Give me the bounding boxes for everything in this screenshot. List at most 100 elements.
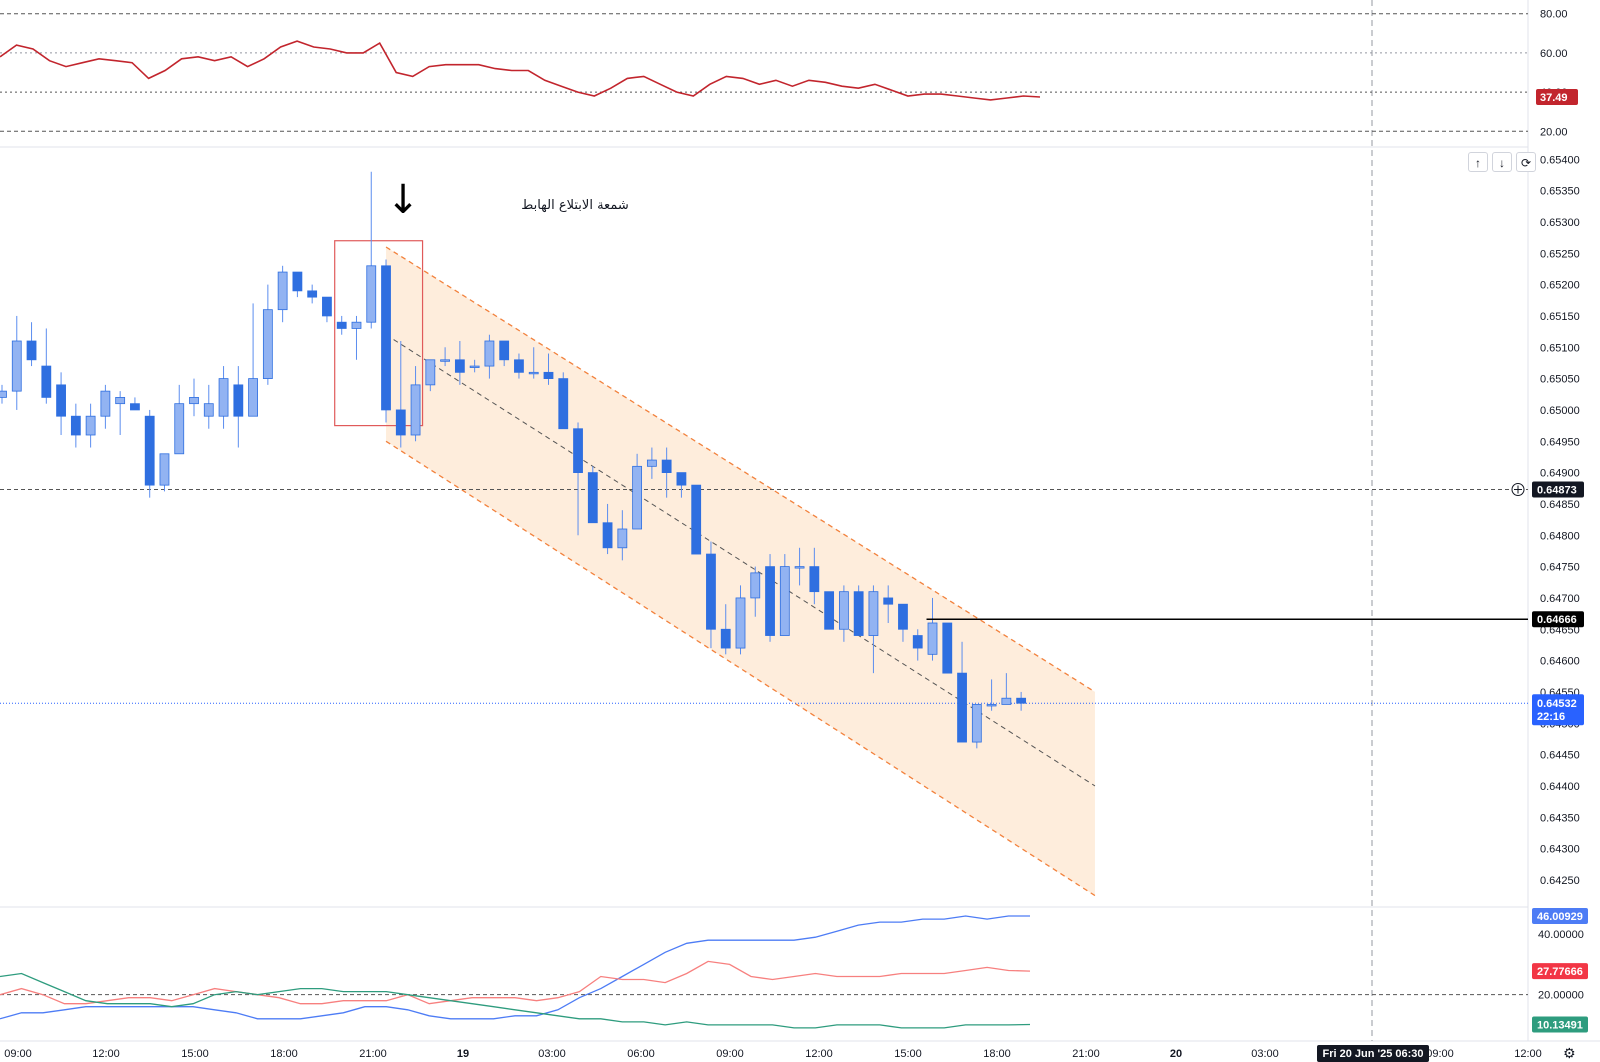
candle-body <box>26 340 37 361</box>
candle-body <box>558 378 569 430</box>
price-tick-label: 0.65400 <box>1540 154 1580 166</box>
candle-body <box>794 566 805 569</box>
candle-body <box>543 371 554 380</box>
price-tick-label: 0.64650 <box>1540 624 1580 636</box>
candle-body <box>765 566 775 636</box>
candle-body <box>499 340 510 361</box>
di-minus-line <box>0 972 1031 1029</box>
price-tick-label: 0.65200 <box>1540 280 1580 292</box>
time-tick-label: 18:00 <box>983 1048 1011 1060</box>
candle-body <box>351 321 362 329</box>
candle-body <box>809 566 820 593</box>
candle-body <box>1016 697 1027 704</box>
level-price-label: 0.64873 <box>1537 485 1577 497</box>
scroll-down-button[interactable]: ↓ <box>1492 152 1512 172</box>
last-price-label: 0.64532 <box>1537 698 1577 710</box>
candle-body <box>587 472 598 524</box>
candle-body <box>292 271 303 292</box>
price-pane <box>0 171 1528 897</box>
candle-body <box>602 522 613 549</box>
price-tick-label: 0.64400 <box>1540 781 1580 793</box>
candle-body <box>484 340 495 367</box>
time-tick-label: 21:00 <box>1072 1048 1100 1060</box>
candle-body <box>735 597 746 649</box>
crosshair-time-label: Fri 20 Jun '25 06:30 <box>1322 1048 1423 1060</box>
di-plus-value-badge <box>1532 963 1588 980</box>
candle-body <box>11 340 22 392</box>
candle-body <box>130 403 140 411</box>
candle-body <box>942 622 953 674</box>
candle-body <box>159 453 170 486</box>
di-minus-value-badge <box>1532 1016 1588 1033</box>
price-tick-label: 0.65150 <box>1540 311 1580 323</box>
rsi-line <box>0 40 1041 101</box>
channel-upper-line[interactable] <box>385 246 1096 693</box>
candle-body <box>750 572 761 599</box>
price-tick-label: 0.64850 <box>1540 499 1580 511</box>
candle-body <box>277 271 288 311</box>
candle-body <box>691 484 702 555</box>
reset-scale-button[interactable]: ⟳ <box>1516 152 1536 172</box>
candle-body <box>1001 697 1012 705</box>
time-tick-label: 06:00 <box>627 1048 655 1060</box>
candle-body <box>336 321 347 329</box>
candle-body <box>0 390 7 398</box>
candle-body <box>661 459 672 474</box>
candle-body <box>381 265 391 411</box>
last-price-badge <box>1532 694 1584 726</box>
price-tick-label: 0.64950 <box>1540 436 1580 448</box>
time-tick-label: 20 <box>1170 1048 1182 1060</box>
candle-body <box>115 396 126 405</box>
candle-body <box>528 371 539 375</box>
rsi-tick-label: 20.00 <box>1540 126 1568 138</box>
candle-body <box>853 591 864 636</box>
candle-body <box>322 296 332 317</box>
engulfing-highlight-box[interactable] <box>334 240 424 427</box>
hline-price-badge <box>1532 611 1584 628</box>
candle-body <box>189 396 199 405</box>
candle-body <box>56 384 66 417</box>
candle-body <box>898 603 908 630</box>
adx-pane <box>0 915 1528 1029</box>
candle-body <box>617 528 628 549</box>
candle-body <box>41 365 52 398</box>
gear-icon[interactable]: ⚙ <box>1563 1045 1576 1061</box>
candle-body <box>425 359 436 386</box>
price-tick-label: 0.65100 <box>1540 342 1580 354</box>
annotation-label: شمعة الابتلاع الهابط <box>521 198 628 213</box>
price-tick-label: 0.65050 <box>1540 374 1580 386</box>
candle-body <box>218 378 229 417</box>
candle-body <box>720 628 731 649</box>
candle-body <box>838 591 849 630</box>
candle-body <box>706 553 716 630</box>
rsi-value-label: 37.49 <box>1540 92 1568 104</box>
candle-body <box>203 403 214 417</box>
candle-body <box>174 403 185 455</box>
time-tick-label: 19 <box>457 1048 469 1060</box>
candle-body <box>454 359 465 373</box>
di-plus-value-label: 27.77666 <box>1537 966 1583 978</box>
candle-body <box>100 390 111 417</box>
price-tick-label: 0.64750 <box>1540 562 1580 574</box>
candle-body <box>868 591 879 636</box>
time-axis[interactable]: 09:00 12:00 15:00 18:00 21:00 19 03:00 06:00 09:… <box>4 1045 1542 1062</box>
price-tick-label: 0.64600 <box>1540 656 1580 668</box>
price-tick-label: 0.64250 <box>1540 875 1580 887</box>
candle-body <box>144 415 155 486</box>
rsi-value-badge <box>1536 89 1578 106</box>
price-tick-label: 0.65350 <box>1540 186 1580 198</box>
candle-body <box>440 359 451 362</box>
di-minus-value-label: 10.13491 <box>1537 1019 1583 1031</box>
countdown-label: 22:16 <box>1537 711 1565 723</box>
candle-body <box>410 384 421 436</box>
level-price-badge <box>1532 481 1584 498</box>
candle-body <box>927 622 938 655</box>
candle-body <box>883 597 894 605</box>
arrow-down-icon: ↓ <box>386 177 420 223</box>
time-tick-label: 18:00 <box>270 1048 298 1060</box>
di-plus-line <box>0 960 1031 1005</box>
price-axis[interactable]: 80.0060.0040.0020.0037.490.654000.653500… <box>1511 9 1588 1033</box>
scroll-up-button[interactable]: ↑ <box>1468 152 1488 172</box>
candle-body <box>85 415 96 436</box>
